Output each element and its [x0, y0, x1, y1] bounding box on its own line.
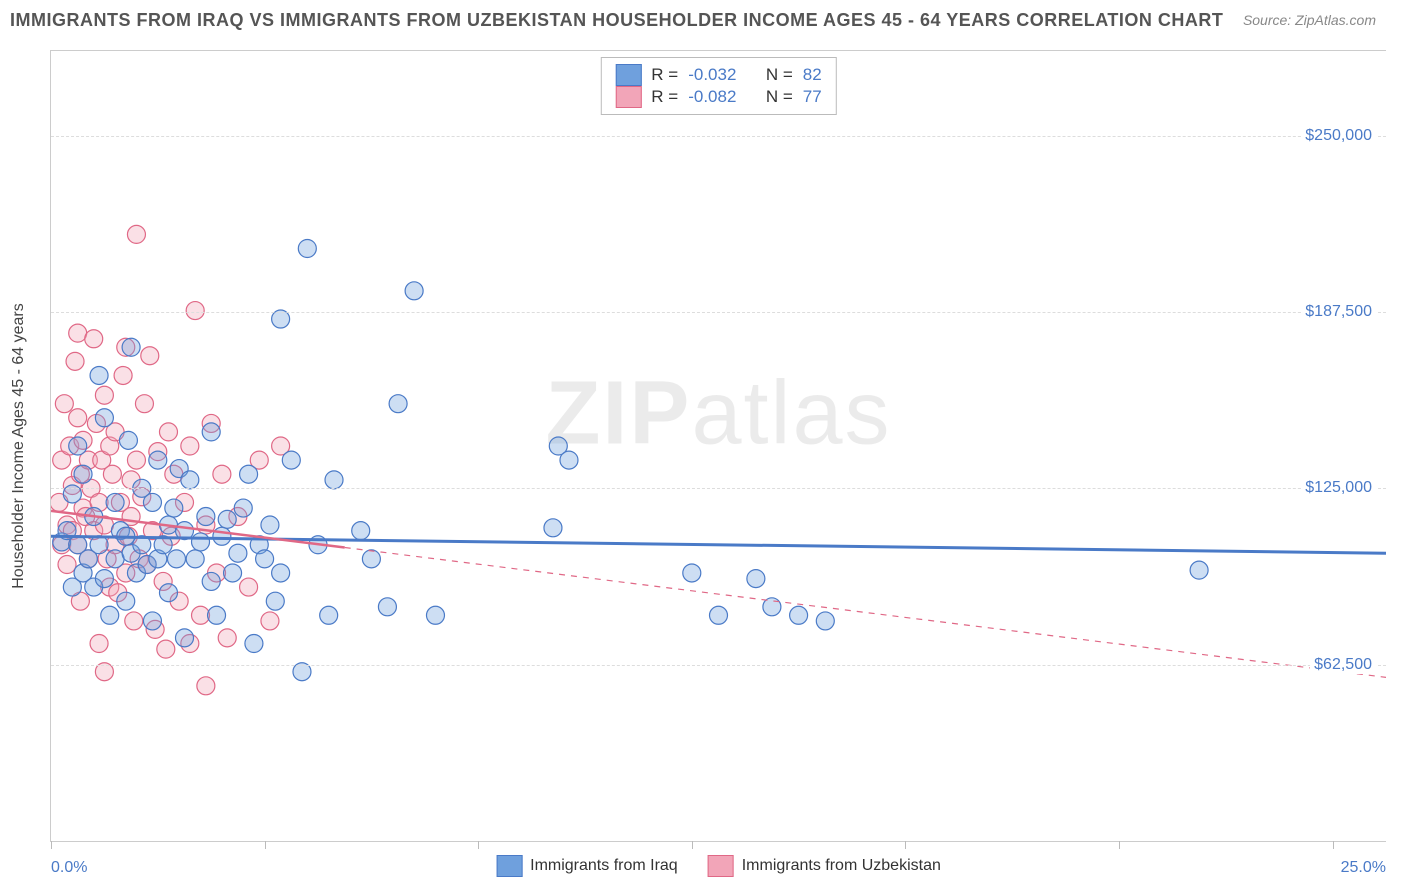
legend-item-1: Immigrants from Iraq: [496, 855, 678, 877]
n-value-1: 82: [803, 65, 822, 85]
legend-swatch-2: [708, 855, 734, 877]
correlation-stats-box: R = -0.032 N = 82 R = -0.082 N = 77: [600, 57, 836, 115]
n-label: N =: [766, 65, 793, 85]
swatch-series-2: [615, 86, 641, 108]
plot-area: ZIPatlas: [51, 51, 1386, 841]
y-tick-label: $125,000: [1301, 479, 1376, 497]
chart-title: IMMIGRANTS FROM IRAQ VS IMMIGRANTS FROM …: [10, 10, 1223, 30]
source-label: Source: ZipAtlas.com: [1243, 12, 1376, 28]
legend: Immigrants from Iraq Immigrants from Uzb…: [496, 855, 941, 877]
x-axis-max-label: 25.0%: [1341, 859, 1386, 877]
swatch-series-1: [615, 64, 641, 86]
r-value-2: -0.082: [688, 87, 736, 107]
stats-row-series-1: R = -0.032 N = 82: [615, 64, 821, 86]
n-value-2: 77: [803, 87, 822, 107]
legend-item-2: Immigrants from Uzbekistan: [708, 855, 941, 877]
chart-header: IMMIGRANTS FROM IRAQ VS IMMIGRANTS FROM …: [10, 10, 1396, 40]
legend-label-1: Immigrants from Iraq: [530, 857, 678, 875]
legend-label-2: Immigrants from Uzbekistan: [742, 857, 941, 875]
x-axis-min-label: 0.0%: [51, 859, 87, 877]
n-label: N =: [766, 87, 793, 107]
stats-row-series-2: R = -0.082 N = 77: [615, 86, 821, 108]
chart-container: Householder Income Ages 45 - 64 years ZI…: [50, 50, 1386, 842]
y-tick-label: $250,000: [1301, 127, 1376, 145]
r-label: R =: [651, 87, 678, 107]
r-label: R =: [651, 65, 678, 85]
scatter-plot: [51, 51, 1386, 841]
y-axis-title: Householder Income Ages 45 - 64 years: [10, 303, 28, 589]
legend-swatch-1: [496, 855, 522, 877]
y-tick-label: $62,500: [1310, 656, 1376, 674]
y-tick-label: $187,500: [1301, 303, 1376, 321]
r-value-1: -0.032: [688, 65, 736, 85]
